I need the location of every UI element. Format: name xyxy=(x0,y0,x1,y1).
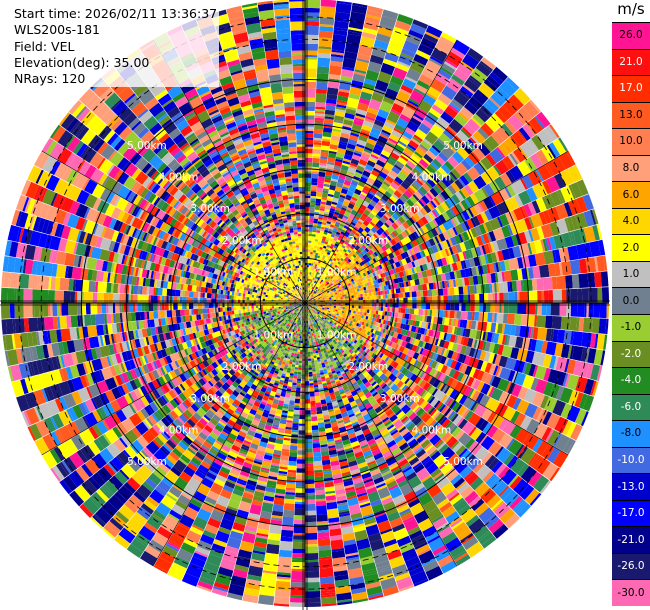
colorbar-cell xyxy=(612,552,650,580)
colorbar-cell xyxy=(612,314,650,341)
colorbar-cell xyxy=(612,128,650,155)
colorbar-cell xyxy=(612,22,650,49)
ring-label: 5.00km xyxy=(443,140,483,152)
ring-label: 4.00km xyxy=(412,424,452,436)
colorbar-cell xyxy=(612,154,650,182)
colorbar-cell xyxy=(612,287,650,314)
colorbar-cell xyxy=(612,48,650,76)
ring-label: 4.00km xyxy=(159,424,199,436)
ring-label: 2.00km xyxy=(348,361,388,373)
ring-label: 2.00km xyxy=(222,235,262,247)
colorbar-cell xyxy=(612,526,650,553)
ppi-velocity-plot: 1.00km 1.00km 1.00km 1.00km 2.00km 2.00km 2.00… xyxy=(0,0,610,610)
elevation-label: Elevation(deg): 35.00 xyxy=(14,54,150,70)
scan-info-box: Start time: 2026/02/11 13:36:37 WLS200s-… xyxy=(12,6,220,88)
ring-label: 3.00km xyxy=(380,203,420,215)
ring-label: 3.00km xyxy=(190,393,230,405)
colorbar-cell xyxy=(612,340,650,368)
ring-label: 2.00km xyxy=(222,361,262,373)
colorbar-cell xyxy=(612,473,650,500)
azimuth-lines xyxy=(0,0,610,610)
ring-label: 1.00km xyxy=(317,266,357,278)
colorbar: 26.0 21.0 17.0 13.0 10.0 8.0 6.0 4.0 2.0 1.0 0.0 -1… xyxy=(612,22,650,606)
velocity-gates xyxy=(1,0,609,607)
azimuth-line xyxy=(304,302,458,567)
ring-label: 3.00km xyxy=(190,203,230,215)
colorbar-cell xyxy=(612,367,650,394)
ring-label: 1.00km xyxy=(254,330,294,342)
start-time-label: Start time: 2026/02/11 13:36:37 xyxy=(14,6,218,21)
azimuth-line xyxy=(41,302,306,456)
ring-label: 1.00km xyxy=(317,330,357,342)
ring-label: 1.00km xyxy=(254,266,294,278)
nrays-label: NRays: 120 xyxy=(14,71,86,87)
colorbar-title: m/s xyxy=(617,0,645,18)
ring-label: 5.00km xyxy=(127,140,167,152)
ring-label: 5.00km xyxy=(443,456,483,468)
azimuth-line xyxy=(304,39,458,304)
azimuth-line xyxy=(41,150,306,304)
azimuth-line xyxy=(304,302,569,456)
azimuth-line xyxy=(152,302,306,567)
ring-label: 4.00km xyxy=(159,172,199,184)
colorbar-cell xyxy=(612,420,650,447)
azimuth-line xyxy=(304,150,569,304)
colorbar-cell xyxy=(612,207,650,235)
colorbar-cell xyxy=(612,579,650,606)
ring-label: 3.00km xyxy=(380,393,420,405)
colorbar-cell xyxy=(612,393,650,421)
colorbar-cell xyxy=(612,446,650,474)
ring-labels: 1.00km 1.00km 1.00km 1.00km 2.00km 2.00km 2.00… xyxy=(127,140,483,468)
colorbar-cell xyxy=(612,499,650,527)
instrument-label: WLS200s-181 xyxy=(14,22,100,38)
colorbar-cell xyxy=(612,75,650,102)
field-label: Field: VEL xyxy=(14,38,75,54)
ring-label: 4.00km xyxy=(412,172,452,184)
colorbar-cell xyxy=(612,181,650,208)
colorbar-cell xyxy=(612,260,650,288)
colorbar-cell xyxy=(612,234,650,261)
ring-label: 5.00km xyxy=(127,456,167,468)
ring-label: 2.00km xyxy=(348,235,388,247)
colorbar-cell xyxy=(612,101,650,129)
